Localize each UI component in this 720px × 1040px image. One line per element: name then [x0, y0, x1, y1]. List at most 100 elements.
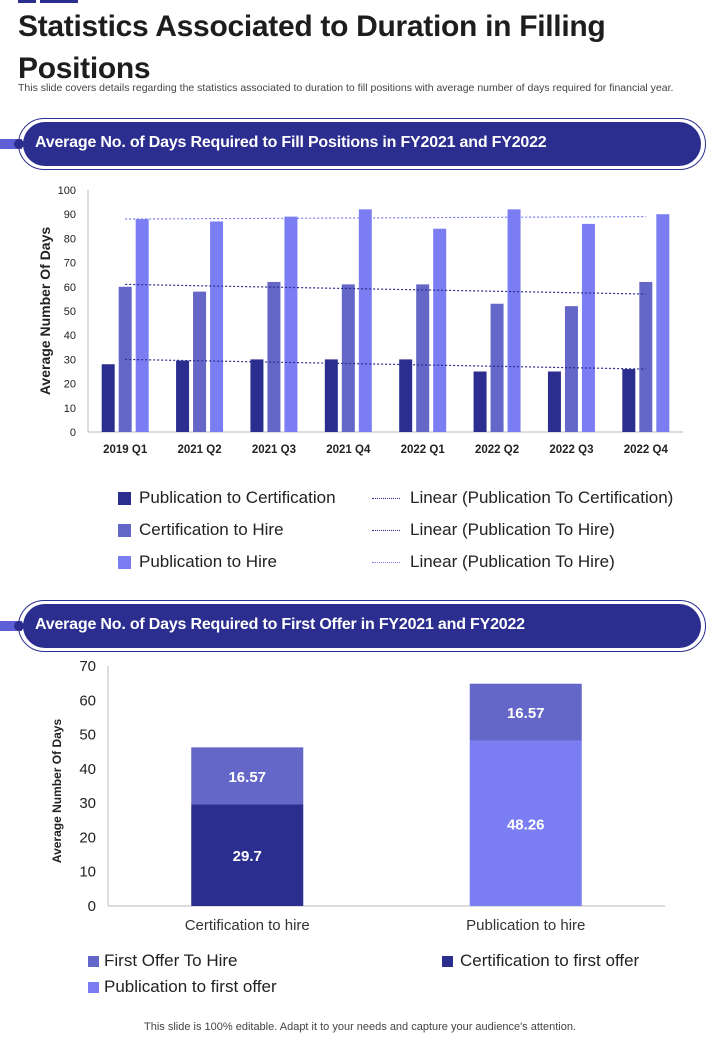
y-tick-label: 20 — [79, 829, 96, 846]
legend-label: Publication to Hire — [139, 552, 277, 571]
y-tick-label: 30 — [64, 354, 76, 366]
bar — [193, 291, 207, 432]
section-banner-2: Average No. of Days Required to First Of… — [18, 600, 706, 652]
page-title: Statistics Associated to Duration in Fil… — [18, 10, 606, 85]
y-tick-label: 70 — [64, 258, 76, 270]
first-offer-chart: 0 10 20 30 40 50 60 70 Average Number Of Days 29.… — [50, 658, 665, 934]
data-label: 48.26 — [507, 816, 545, 833]
section-title-1: Average No. of Days Required to Fill Pos… — [23, 122, 701, 166]
section-title-2: Average No. of Days Required to First Of… — [23, 604, 701, 648]
bar — [101, 364, 115, 432]
stacked-bar-segment — [469, 683, 582, 741]
bar — [284, 216, 298, 432]
stacked-bar-segment — [191, 747, 304, 805]
legend-label: Publication to Certification — [139, 488, 336, 507]
legend-label: Certification to first offer — [460, 951, 640, 970]
top-accent-bar — [18, 0, 36, 3]
legend-label: Linear (Publication To Certification) — [410, 488, 674, 507]
x-tick-label: 2022 Q1 — [401, 444, 446, 456]
legend-dash — [372, 529, 400, 531]
bar — [416, 284, 430, 432]
legend-swatch — [118, 523, 131, 537]
y-tick-label: 100 — [58, 185, 76, 197]
y-tick-label: 40 — [79, 761, 96, 778]
legend-item-publication-to-first-offer: Publication to first offer — [88, 977, 277, 997]
banner-accent-line — [0, 621, 22, 631]
data-label: 16.57 — [507, 705, 545, 722]
legend-swatch — [88, 955, 99, 967]
legend-swatch — [118, 491, 131, 505]
bar — [135, 219, 149, 432]
legend-swatch — [442, 955, 453, 967]
data-label: 29.7 — [233, 848, 262, 865]
x-tick-label: 2021 Q3 — [252, 444, 296, 456]
stacked-bar-segment — [469, 740, 582, 906]
bar — [176, 360, 190, 432]
page-subtitle: This slide covers details regarding the … — [18, 82, 674, 94]
legend-label: Certification to Hire — [139, 520, 284, 539]
x-tick-label: 2022 Q2 — [475, 444, 519, 456]
bar — [210, 221, 224, 432]
bar — [507, 209, 521, 432]
x-tick-label: 2019 Q1 — [103, 444, 148, 456]
bar — [490, 303, 504, 432]
fill-positions-chart: 0 10 20 30 40 50 60 70 80 90 100 Average Number Of … — [37, 185, 683, 456]
legend-item-trend-publication-to-hire-2: Linear (Publication To Hire) — [372, 552, 615, 572]
legend-dash — [372, 497, 400, 499]
y-tick-label: 20 — [64, 379, 76, 391]
y-tick-label: 80 — [64, 233, 76, 245]
bar — [250, 359, 264, 432]
y-tick-label: 60 — [79, 692, 96, 709]
legend-item-certification-to-hire: Certification to Hire — [118, 520, 284, 540]
bar — [324, 359, 338, 432]
x-tick-label: 2021 Q4 — [326, 444, 371, 456]
legend-item-certification-to-first-offer: Certification to first offer — [442, 951, 639, 971]
y-tick-label: 60 — [64, 282, 76, 294]
banner-accent-line — [0, 139, 22, 149]
trendline — [125, 283, 646, 295]
bar — [639, 281, 653, 432]
trendline — [125, 358, 646, 370]
bar — [341, 284, 355, 432]
x-tick-label: Certification to hire — [185, 917, 310, 934]
x-tick-label: 2022 Q3 — [549, 444, 593, 456]
legend-label: Linear (Publication To Hire) — [410, 520, 615, 539]
legend-swatch — [88, 981, 99, 993]
y-tick-label: 30 — [79, 795, 96, 812]
trendline — [125, 216, 646, 220]
bar — [399, 359, 413, 432]
y-tick-label: 50 — [79, 727, 96, 744]
banner-dot-icon — [14, 139, 24, 149]
footer-note: This slide is 100% editable. Adapt it to… — [144, 1021, 576, 1033]
legend-dash — [372, 561, 400, 563]
legend-item-trend-publication-to-hire: Linear (Publication To Hire) — [372, 520, 615, 540]
bar — [358, 209, 372, 432]
legend-swatch — [118, 555, 131, 569]
y-tick-label: 0 — [88, 898, 96, 915]
banner-dot-icon — [14, 621, 24, 631]
top-accent-bar — [40, 0, 78, 3]
bar — [564, 306, 578, 432]
y-tick-label: 40 — [64, 330, 76, 342]
x-tick-label: 2022 Q4 — [624, 444, 669, 456]
y-axis-title: Average Number Of Days — [37, 227, 53, 396]
x-tick-label: 2021 Q2 — [178, 444, 222, 456]
legend-item-trend-publication-to-certification: Linear (Publication To Certification) — [372, 488, 673, 508]
legend-label: Linear (Publication To Hire) — [410, 552, 615, 571]
bar — [656, 214, 670, 432]
stacked-bar-segment — [191, 804, 304, 906]
bar — [622, 369, 636, 432]
legend-label: Publication to first offer — [104, 977, 277, 996]
legend-item-publication-to-certification: Publication to Certification — [118, 488, 336, 508]
y-tick-label: 10 — [64, 403, 76, 415]
y-tick-label: 10 — [79, 864, 96, 881]
legend-item-first-offer-to-hire: First Offer To Hire — [88, 951, 238, 971]
x-tick-label: Publication to hire — [466, 917, 585, 934]
y-tick-label: 70 — [79, 658, 96, 675]
y-tick-label: 90 — [64, 209, 76, 221]
y-axis-title: Average Number Of Days — [50, 719, 64, 864]
y-tick-label: 0 — [70, 427, 76, 439]
bar — [473, 371, 487, 432]
data-label: 16.57 — [228, 769, 266, 786]
bar — [547, 371, 561, 432]
